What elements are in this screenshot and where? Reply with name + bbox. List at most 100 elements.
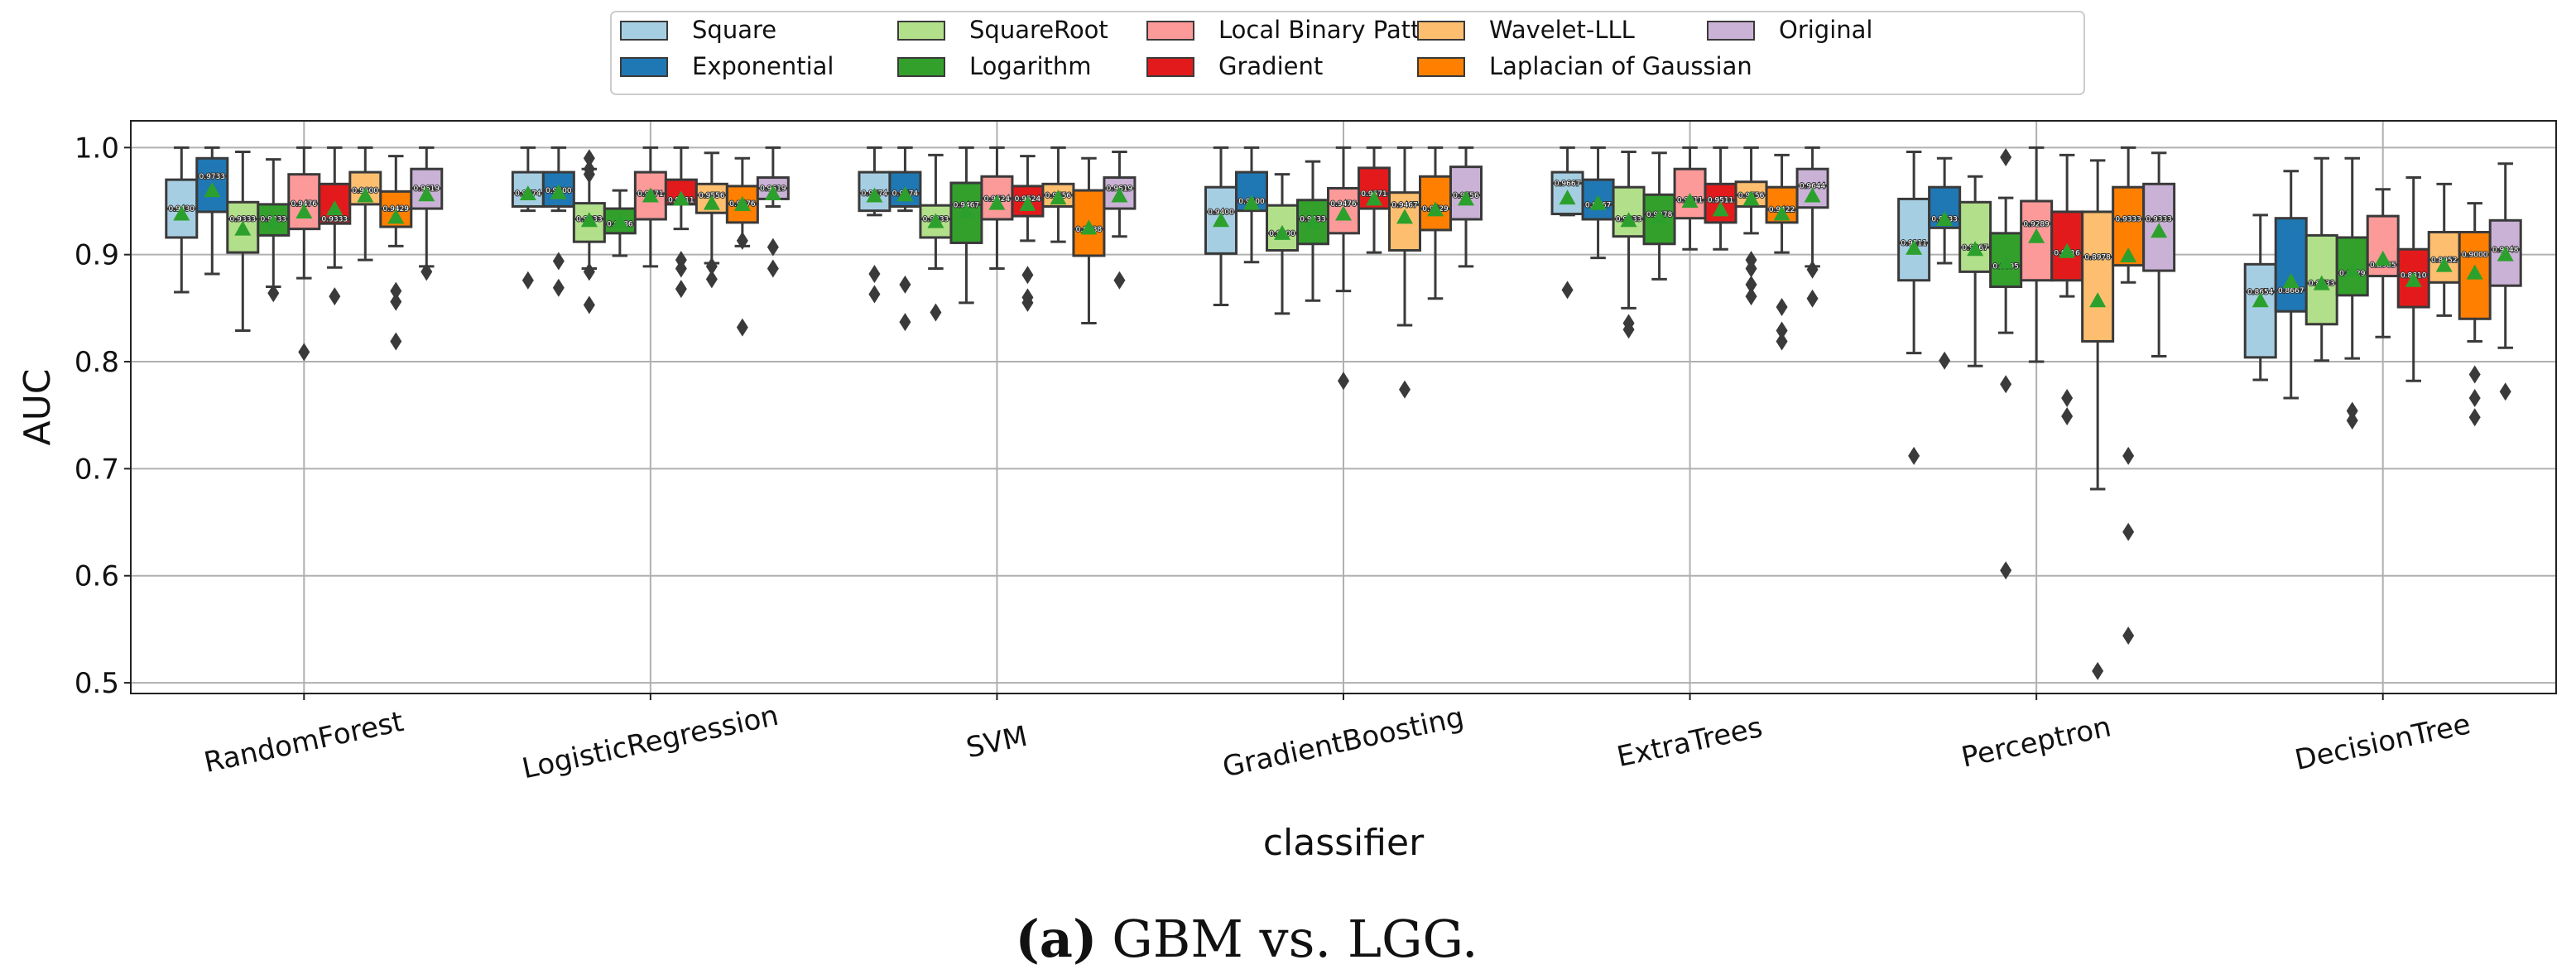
outlier-point [552,252,565,271]
x-tick-label: LogisticRegression [519,699,781,786]
outlier-point [1776,298,1788,317]
mean-marker [1019,195,1036,211]
outlier-point [1939,351,1951,370]
mean-marker [1651,209,1668,224]
mean-marker [2282,273,2300,289]
x-tick-label: ExtraTrees [1614,711,1766,774]
outlier-point [1908,446,1920,465]
mean-marker [642,187,659,203]
median-label: 0.9333 [2115,216,2141,224]
median-label: 0.9289 [2023,220,2050,228]
mean-marker [2343,262,2361,278]
median-label: 0.8654 [2247,288,2274,296]
box [2081,210,2115,343]
median-label: 0.9476 [1330,200,1357,209]
x-tick-label: RandomForest [201,705,406,780]
median-label: 0.9644 [1800,182,1826,190]
outlier-point [767,259,779,278]
legend-label: SquareRoot [969,16,1108,44]
median-label: 0.9333 [2146,216,2172,224]
mean-marker [2120,247,2137,262]
mean-marker [2089,292,2107,308]
outlier-point [1806,260,1819,279]
outlier-point [930,303,942,322]
median-label: 0.9467 [1391,201,1418,209]
mean-marker [326,200,344,216]
box-groups: 0.94300.97330.93330.93330.94760.93330.96… [165,146,2522,680]
mean-marker [1213,212,1229,228]
mean-marker [2466,264,2483,280]
outlier-point [705,257,718,276]
outlier-point [675,280,687,299]
outlier-point [2468,408,2481,427]
mean-marker [1773,205,1790,221]
mean-marker [1967,241,1984,257]
x-tick-label: Perceptron [1958,710,2114,774]
mean-marker [988,194,1006,210]
box [2243,262,2277,359]
outlier-point [1021,266,1034,285]
mean-marker [2151,223,2168,238]
outlier-point [2122,626,2135,645]
mean-marker [1906,239,1923,255]
outlier-point [2468,389,2481,408]
mean-marker [2252,292,2269,308]
mean-marker [1681,193,1699,209]
outlier-point [2499,382,2511,401]
median-label: 0.9667 [1555,180,1581,188]
outlier-point [2061,389,2074,408]
outlier-point [1399,380,1411,399]
legend-label: Original [1779,16,1872,44]
outlier-point [2000,147,2012,166]
mean-marker [1305,214,1321,229]
y-tick-label: 0.7 [74,453,119,486]
outlier-point [583,262,595,281]
legend-label: Exponential [692,52,834,80]
caption-body: GBM vs. LGG. [1112,909,1478,969]
legend-swatch [620,21,668,41]
median-label: 0.9511 [1708,197,1734,205]
mean-marker [1589,194,1607,210]
mean-marker [1936,210,1954,226]
outlier-point [583,295,595,314]
outlier-point [2000,375,2012,394]
box-group: 0.94300.97330.93330.93330.94760.93330.96… [165,146,444,362]
mean-marker [387,209,405,224]
median-label: 0.9733 [199,173,226,181]
mean-marker [1742,190,1760,206]
mean-marker [1997,253,2015,269]
mean-marker [866,187,883,203]
box [1958,200,1992,273]
box [1765,185,1799,224]
y-tick-label: 0.9 [74,239,119,272]
legend-label: Square [692,16,776,44]
legend-swatch [1417,21,1465,41]
outlier-point [1745,259,1757,278]
caption: (a) GBM vs. LGG. [1015,909,1478,969]
mean-marker [2497,246,2514,262]
mean-marker [1804,187,1821,203]
mean-marker [580,212,598,228]
outlier-point [2061,406,2074,425]
outlier-point [2122,446,2135,465]
caption-tag: (a) [1015,909,1097,969]
outlier-point [2122,522,2135,541]
mean-marker [1458,190,1474,206]
outlier-point [1745,275,1757,294]
legend-label: Laplacian of Gaussian [1489,52,1752,80]
box [1103,176,1137,210]
median-label: 0.8978 [2084,254,2111,262]
box-group: 0.96670.94670.93330.93780.95110.95110.95… [1550,146,1829,351]
legend-swatch [897,21,945,41]
outlier-point [390,292,402,311]
outlier-point [298,343,310,362]
legend-swatch [897,57,945,77]
mean-marker [204,182,221,198]
outlier-point [1021,293,1034,312]
box [2366,214,2400,278]
outlier-point [2346,401,2358,420]
outlier-point [421,262,433,281]
box [2274,217,2308,313]
outlier-point [390,281,402,300]
